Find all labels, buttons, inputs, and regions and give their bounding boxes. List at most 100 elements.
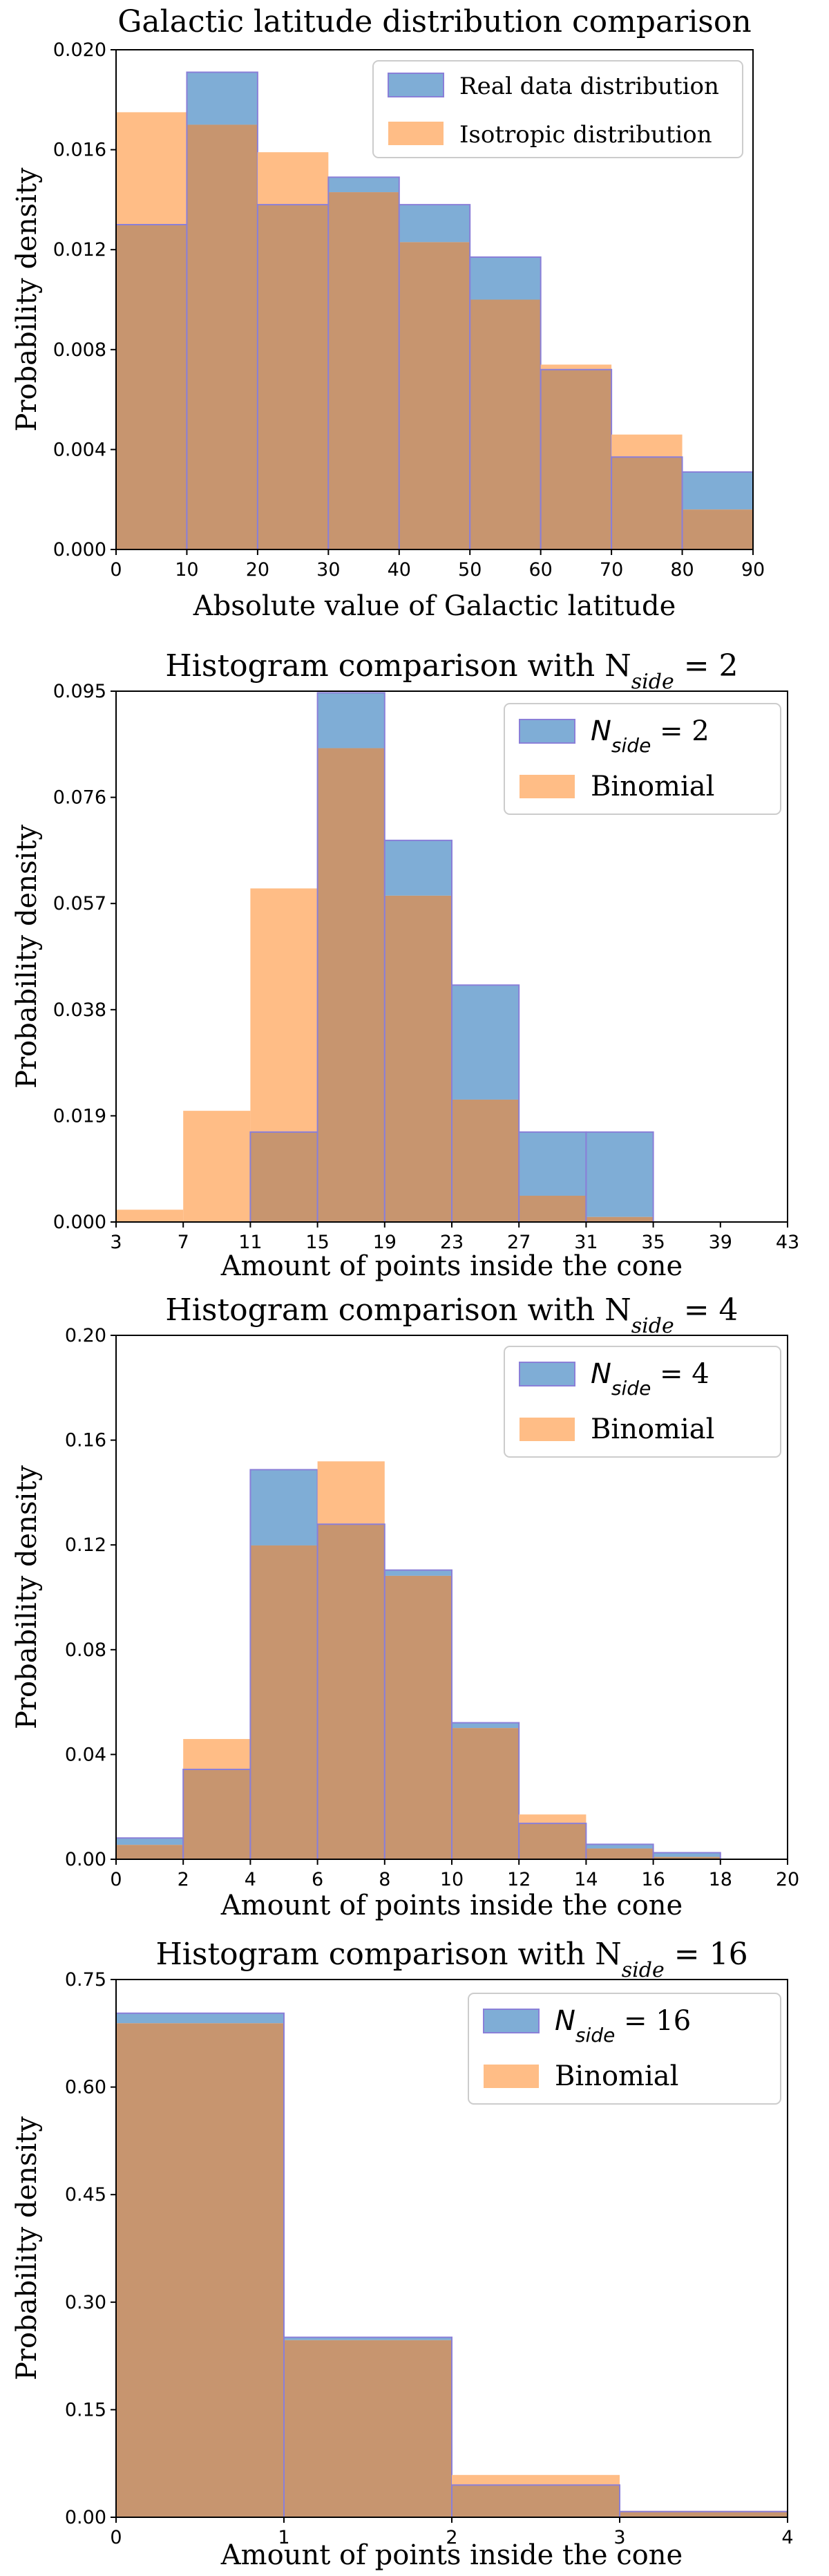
bar-excess: [116, 1210, 184, 1222]
bar-excess: [384, 840, 452, 896]
bar-overlap: [384, 1575, 452, 1859]
y-tick-label: 0.12: [65, 1534, 106, 1556]
x-axis-label: Amount of points inside the cone: [220, 2539, 683, 2571]
chart-panel-2: Histogram comparison with Nside = 2 0.000…: [0, 643, 829, 1286]
x-tick-label: 31: [574, 1232, 598, 1253]
bar-overlap: [317, 1524, 385, 1859]
bar-excess: [328, 177, 399, 193]
x-tick-label: 20: [246, 559, 269, 581]
y-tick-label: 0.076: [53, 787, 106, 809]
legend-swatch-series-a: [519, 1362, 575, 1386]
bar-overlap: [250, 1131, 318, 1222]
bar-edge-series-a: [518, 1823, 587, 1859]
x-tick-label: 0: [110, 1869, 122, 1890]
bar-overlap: [540, 369, 612, 549]
bar-overlap: [611, 457, 683, 549]
x-tick-label: 90: [741, 559, 765, 581]
y-tick-label: 0.20: [65, 1325, 106, 1346]
y-tick-label: 0.057: [53, 893, 106, 914]
bar-edge-series-a: [451, 1722, 520, 1859]
chart-latitude: Galactic latitude distribution compariso…: [11, 4, 765, 622]
x-tick-label: 10: [440, 1869, 464, 1890]
legend-label-series-b: Binomial: [591, 771, 714, 802]
bar-excess: [653, 1852, 721, 1857]
legend-swatch-series-b: [484, 2065, 539, 2088]
x-tick-label: 35: [641, 1232, 665, 1253]
x-tick-label: 60: [528, 559, 552, 581]
bar-excess: [452, 1722, 520, 1729]
bar-overlap: [452, 1099, 520, 1222]
x-axis-label: Absolute value of Galactic latitude: [193, 590, 676, 622]
bar-excess: [116, 112, 187, 225]
bar-excess: [284, 2337, 452, 2340]
x-tick-label: 23: [440, 1232, 464, 1253]
y-tick-label: 0.038: [53, 999, 106, 1021]
x-tick-label: 27: [507, 1232, 531, 1253]
chart-panel-1: Galactic latitude distribution compariso…: [0, 0, 829, 643]
y-tick-label: 0.60: [65, 2077, 106, 2098]
bar-excess: [470, 257, 541, 300]
y-tick-label: 0.16: [65, 1430, 106, 1451]
bar-excess: [384, 1570, 452, 1576]
x-tick-label: 16: [641, 1869, 665, 1890]
bar-edge-series-a: [283, 2336, 452, 2517]
chart-title: Histogram comparison with Nside = 2: [165, 648, 738, 694]
y-tick-label: 0.00: [65, 1849, 106, 1870]
legend-swatch-series-a: [388, 73, 444, 97]
bar-excess: [399, 205, 470, 243]
bar-excess: [586, 1844, 654, 1849]
x-tick-label: 8: [379, 1869, 390, 1890]
y-tick-label: 0.30: [65, 2292, 106, 2313]
legend-swatch-series-b: [388, 122, 444, 145]
y-tick-label: 0.75: [65, 1969, 106, 1991]
legend-box: [372, 60, 743, 158]
legend-label-series-a: Nside = 4: [591, 1358, 709, 1400]
x-tick-label: 11: [238, 1232, 262, 1253]
x-tick-label: 6: [312, 1869, 323, 1890]
x-axis-label: Amount of points inside the cone: [220, 1250, 683, 1282]
x-tick-label: 3: [613, 2527, 625, 2548]
bar-edge-series-a: [451, 2484, 620, 2517]
bar-excess: [317, 1461, 385, 1525]
x-tick-label: 20: [776, 1869, 799, 1890]
chart-nside-16: Histogram comparison with Nside = 16 0.00…: [11, 1937, 794, 2571]
bar-excess: [257, 152, 329, 205]
y-tick-label: 0.04: [65, 1744, 106, 1765]
y-axis-label: Probability density: [11, 167, 43, 431]
axes-frame: [115, 49, 754, 550]
x-tick-label: 19: [373, 1232, 397, 1253]
bar-overlap: [116, 2023, 284, 2517]
bar-excess: [452, 985, 520, 1100]
legend-swatch-series-a: [519, 719, 575, 744]
y-tick-label: 0.004: [53, 439, 106, 460]
legend-label-series-a: Real data distribution: [459, 73, 719, 100]
y-tick-label: 0.095: [53, 681, 106, 702]
x-tick-label: 18: [709, 1869, 732, 1890]
bar-excess: [187, 72, 258, 125]
y-tick-label: 0.08: [65, 1639, 106, 1661]
bar-overlap: [586, 1216, 654, 1222]
x-tick-label: 12: [507, 1869, 531, 1890]
bar-overlap: [183, 1769, 251, 1859]
legend-swatch-series-b: [520, 775, 575, 798]
y-tick-label: 0.020: [53, 39, 106, 61]
bar-edge-series-a: [652, 1852, 721, 1859]
y-tick-label: 0.016: [53, 140, 106, 161]
y-tick-label: 0.00: [65, 2507, 106, 2528]
bar-overlap: [519, 1823, 587, 1859]
bar-excess: [250, 1469, 318, 1545]
x-tick-label: 43: [776, 1232, 799, 1253]
y-tick-label: 0.15: [65, 2399, 106, 2420]
chart-panel-4: Histogram comparison with Nside = 16 0.00…: [0, 1928, 829, 2576]
y-tick-label: 0.019: [53, 1105, 106, 1127]
bar-excess: [116, 1838, 184, 1845]
y-tick-label: 0.012: [53, 239, 106, 261]
x-tick-label: 0: [110, 2527, 122, 2548]
x-tick-label: 2: [446, 2527, 457, 2548]
bar-overlap: [653, 1856, 721, 1859]
bar-overlap: [317, 748, 385, 1222]
y-axis-label: Probability density: [11, 825, 43, 1089]
y-axis-label: Probability density: [11, 2116, 43, 2380]
x-tick-label: 4: [245, 1869, 256, 1890]
bar-excess: [540, 364, 612, 370]
